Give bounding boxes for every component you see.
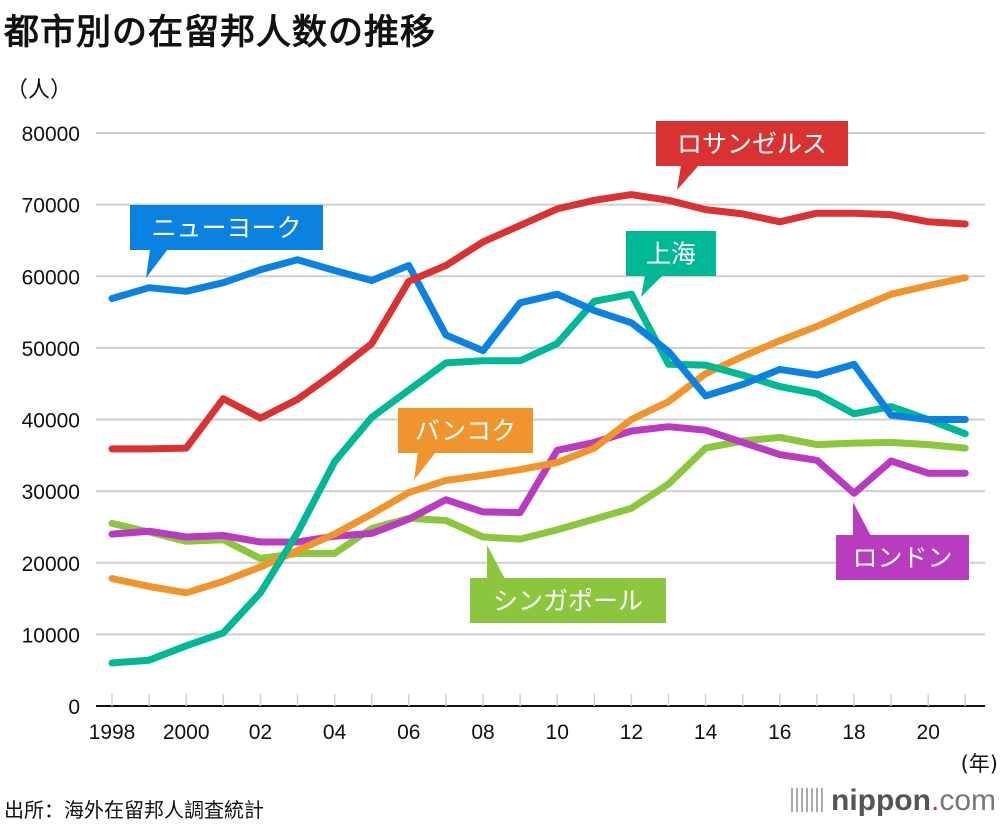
x-axis-ticks: 1998 2000 02 04 06 08 10 12 14 16 18 20 [89, 694, 967, 744]
y-tick-label: 50000 [22, 338, 80, 361]
logo-dot: . [930, 784, 940, 817]
logo-bars-icon [791, 788, 825, 812]
y-tick-label: 30000 [22, 481, 80, 504]
label-box [470, 578, 666, 623]
label-pointer [414, 452, 436, 480]
x-tick-label: 1998 [89, 721, 136, 744]
x-tick-label: 10 [546, 721, 569, 744]
label-text: シンガポール [493, 587, 643, 616]
x-tick-label: 04 [323, 721, 347, 744]
x-tick-label: 14 [694, 721, 718, 744]
x-tick-label: 2000 [163, 721, 210, 744]
label-text: ロンドン [852, 544, 952, 573]
y-tick-label: 20000 [22, 553, 80, 576]
source-note: 出所：海外在留邦人調査統計 [4, 798, 264, 822]
label-box [398, 408, 533, 453]
series-label-ロサンゼルス: ロサンゼルス [656, 121, 848, 190]
label-text: ニューヨーク [151, 214, 301, 243]
label-pointer [677, 165, 699, 190]
chart-title: 都市別の在留邦人数の推移 [4, 13, 437, 53]
series-lines [108, 191, 969, 667]
label-box [626, 231, 716, 276]
y-tick-label: 0 [68, 696, 80, 719]
logo-suffix: com [939, 784, 996, 817]
y-axis-ticks: 0 10000 20000 30000 40000 50000 60000 70000 8000… [22, 123, 80, 719]
series-label-シンガポール: シンガポール [470, 545, 666, 623]
label-box [656, 121, 848, 166]
series-line-ニューヨーク [108, 256, 969, 423]
y-tick-label: 60000 [22, 266, 80, 289]
series-label-ニューヨーク: ニューヨーク [130, 205, 323, 278]
x-axis-unit: (年) [960, 752, 998, 776]
x-tick-label: 12 [620, 721, 643, 744]
x-tick-label: 18 [842, 721, 865, 744]
y-tick-label: 40000 [22, 410, 80, 433]
y-tick-label: 80000 [22, 123, 80, 146]
label-pointer [641, 275, 663, 297]
label-pointer [146, 249, 168, 278]
x-tick-label: 02 [249, 721, 272, 744]
y-tick-label: 10000 [22, 624, 80, 647]
logo-name: nippon [831, 784, 931, 817]
label-box [130, 205, 323, 250]
series-line-バンコク [108, 274, 969, 597]
x-tick-label: 20 [917, 721, 940, 744]
y-tick-label: 70000 [22, 195, 80, 218]
series-label-上海: 上海 [626, 231, 716, 297]
series-label-バンコク: バンコク [398, 408, 533, 480]
series-line-ロンドン [108, 423, 969, 546]
nippon-logo: nippon.com [791, 784, 996, 818]
label-box [836, 535, 969, 580]
series-line-ロサンゼルス [108, 191, 969, 453]
x-tick-label: 08 [471, 721, 494, 744]
label-pointer [487, 545, 505, 579]
series-line-上海 [108, 290, 969, 667]
label-pointer [853, 502, 871, 536]
series-line-シンガポール [108, 433, 969, 562]
label-text: ロサンゼルス [677, 130, 827, 159]
label-text: 上海 [646, 240, 696, 269]
label-text: バンコク [415, 417, 516, 446]
x-tick-label: 16 [768, 721, 791, 744]
series-label-ロンドン: ロンドン [836, 502, 969, 580]
x-tick-label: 06 [397, 721, 420, 744]
y-axis-unit: （人） [6, 78, 73, 103]
